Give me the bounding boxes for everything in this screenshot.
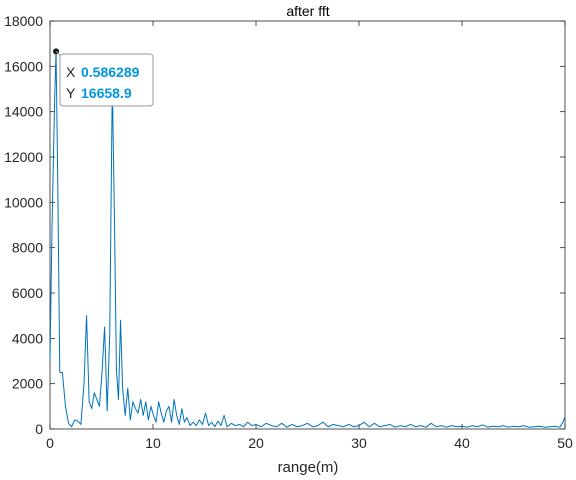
y-tick-label: 2000 <box>12 376 43 392</box>
datatip[interactable]: X 0.586289 Y 16658.9 <box>55 51 154 107</box>
x-tick-label: 30 <box>351 435 367 451</box>
datatip-x-value: 0.586289 <box>81 64 140 80</box>
y-tick-label: 0 <box>35 421 43 437</box>
x-tick-label: 10 <box>145 435 161 451</box>
datatip-x-key: X <box>66 64 76 80</box>
y-tick-label: 6000 <box>12 285 43 301</box>
y-tick-label: 12000 <box>4 149 43 165</box>
datatip-box <box>59 53 154 107</box>
y-tick-label: 14000 <box>4 104 43 120</box>
x-tick-label: 20 <box>248 435 264 451</box>
y-tick-label: 8000 <box>12 240 43 256</box>
datatip-y-key: Y <box>66 85 76 101</box>
series-line[interactable] <box>49 50 566 428</box>
x-tick-label: 40 <box>454 435 470 451</box>
x-axis-label: range(m) <box>278 459 339 476</box>
x-tick-label: 50 <box>557 435 573 451</box>
y-tick-label: 18000 <box>4 13 43 29</box>
datatip-y-value: 16658.9 <box>81 85 132 101</box>
chart-title: after fft <box>286 3 329 19</box>
x-tick-label: 0 <box>46 435 54 451</box>
y-tick-label: 4000 <box>12 330 43 346</box>
y-tick-label: 16000 <box>4 58 43 74</box>
y-tick-label: 10000 <box>4 194 43 210</box>
